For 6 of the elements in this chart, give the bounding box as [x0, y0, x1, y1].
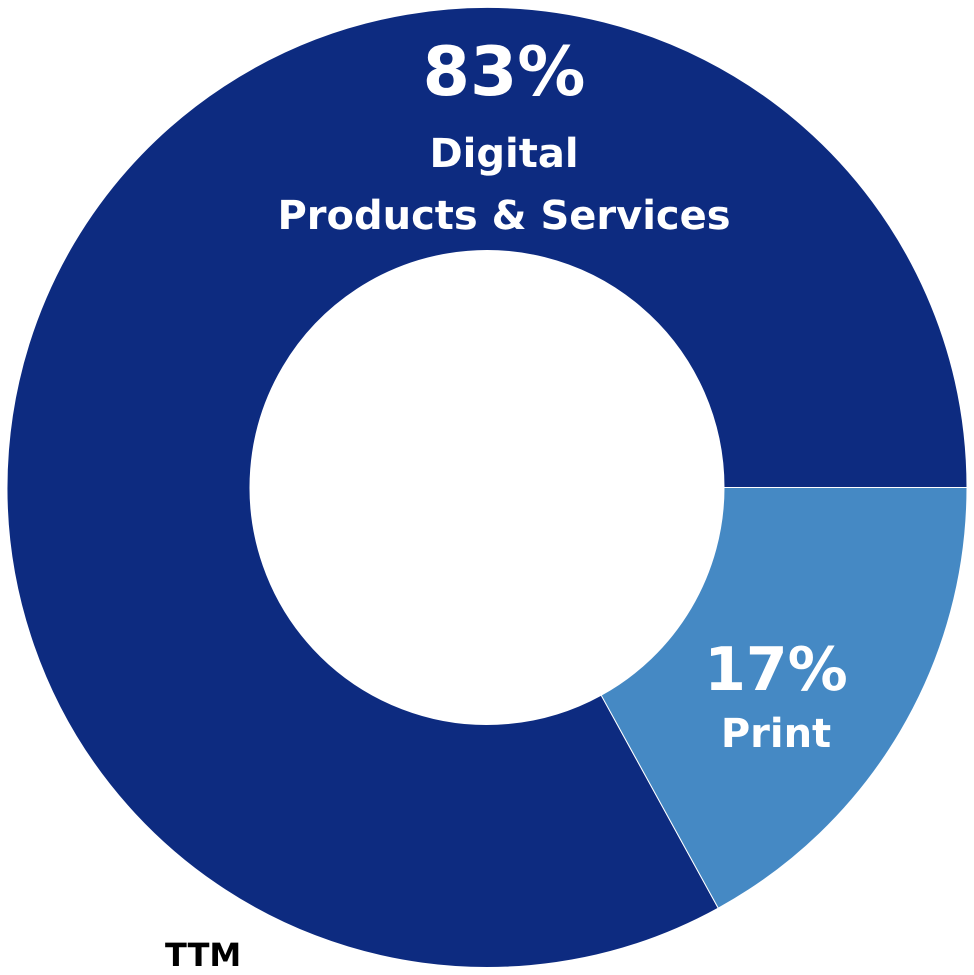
slice-label: Print — [720, 711, 832, 757]
slice-label: Digital Products & Services — [277, 131, 731, 239]
donut-slice — [6, 7, 968, 968]
text: TTM — [165, 936, 242, 974]
data-label: 17% — [704, 635, 848, 705]
data-label: 83% — [422, 33, 586, 112]
